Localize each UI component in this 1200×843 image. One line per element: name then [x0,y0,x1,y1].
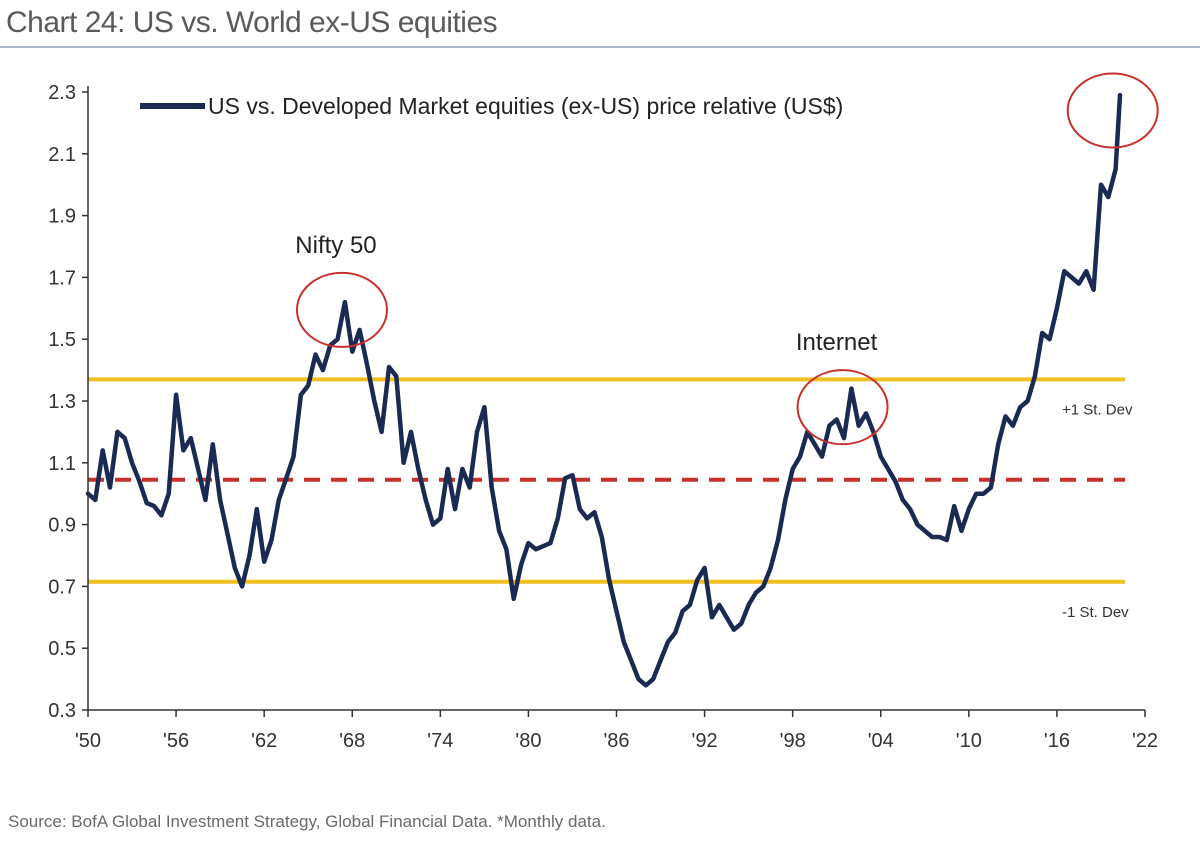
x-tick-label: '98 [780,730,806,752]
std-dev-label: +1 St. Dev [1062,401,1133,418]
x-tick-label: '22 [1132,730,1158,752]
x-tick-label: '16 [1044,730,1070,752]
legend: US vs. Developed Market equities (ex-US)… [140,93,843,119]
y-tick-label: 0.9 [48,515,76,537]
y-tick-label: 2.1 [48,144,76,166]
highlight-circle [295,271,388,348]
reference-lines: +1 St. Dev -1 St. Dev [88,377,1133,621]
highlight-circle [1066,72,1159,149]
chart-title: Chart 24: US vs. World ex-US equities [6,6,498,39]
series-layer [85,92,1123,688]
annotation-layer: Nifty 50 Internet [295,72,1159,446]
y-tick-label: 0.3 [48,700,76,722]
y-tick-label: 1.1 [48,453,76,475]
y-tick-label: 0.7 [48,576,76,598]
annotation-label: Internet [796,329,878,356]
title-divider [0,46,1200,48]
y-tick-label: 2.3 [48,82,76,104]
axes: 0.3 0.5 0.7 0.9 1.1 1.3 1.5 1.7 1.9 2.1 2.3 '50 '56 '… [48,82,1158,752]
std-dev-label: -1 St. Dev [1062,604,1129,621]
y-tick-label: 1.9 [48,206,76,228]
x-tick-label: '86 [603,730,629,752]
x-tick-label: '74 [427,730,453,752]
x-tick-label: '92 [692,730,718,752]
highlight-circle [796,369,889,446]
x-tick-label: '56 [163,730,189,752]
series-line [85,92,1123,688]
source-note: Source: BofA Global Investment Strategy,… [8,812,606,831]
y-tick-label: 1.7 [48,267,76,289]
y-tick-label: 0.5 [48,638,76,660]
x-tick-label: '04 [868,730,894,752]
x-tick-label: '80 [515,730,541,752]
annotation-label: Nifty 50 [295,232,376,259]
y-tick-label: 1.3 [48,391,76,413]
y-tick-label: 1.5 [48,329,76,351]
x-tick-label: '50 [75,730,101,752]
x-tick-label: '62 [251,730,277,752]
legend-label: US vs. Developed Market equities (ex-US)… [208,93,843,119]
x-tick-label: '68 [339,730,365,752]
x-tick-label: '10 [956,730,982,752]
